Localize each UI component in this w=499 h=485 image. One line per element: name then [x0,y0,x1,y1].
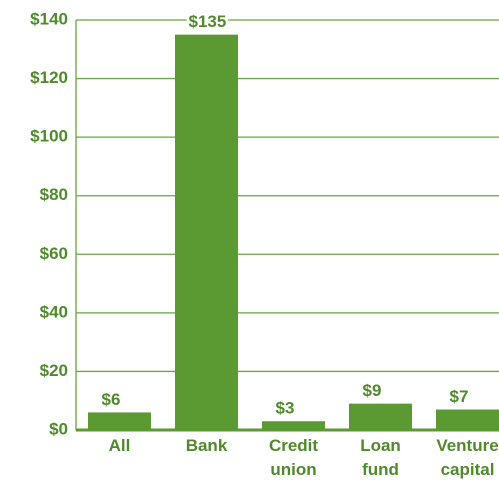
x-tick-label: All [108,436,131,455]
x-tick-label: Credit union [268,436,319,479]
bar [349,403,412,430]
x-tick-label: Loan fund [360,436,401,479]
y-tick-label: $80 [40,185,68,204]
bar [262,421,325,430]
y-tick-label: $60 [40,244,68,263]
value-label: $9 [363,381,382,400]
bar [88,412,151,430]
value-label: $7 [450,387,469,406]
y-tick-label: $120 [30,68,68,87]
value-label: $135 [189,12,227,31]
y-tick-label: $100 [30,127,68,146]
value-label: $6 [102,390,121,409]
bar [436,409,499,430]
x-tick-label: Venture capital [436,436,499,479]
y-tick-label: $0 [49,419,68,438]
bar [175,34,238,431]
y-tick-label: $40 [40,302,68,321]
y-tick-label: $140 [30,9,68,28]
x-tick-label: Bank [185,436,228,455]
y-tick-label: $20 [40,361,68,380]
value-label: $3 [276,399,295,418]
